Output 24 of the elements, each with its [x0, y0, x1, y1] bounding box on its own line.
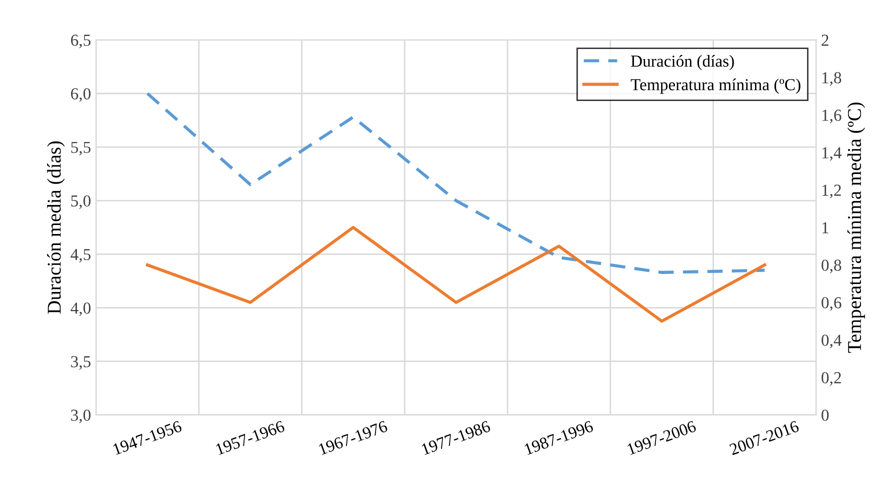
y2-tick-label: 1: [822, 222, 828, 234]
y-tick-label: 6,5: [71, 34, 90, 48]
legend-label: Temperatura mínima (ºC): [630, 78, 800, 94]
y2-tick-label: 0: [822, 410, 829, 421]
y2-tick-label: 0,8: [822, 260, 842, 274]
y2-tick-label: 0,2: [822, 372, 841, 386]
legend-label: Duración (días): [630, 55, 734, 70]
y2-tick-label: 2: [822, 34, 828, 46]
y2-tick-label: 0,6: [822, 297, 842, 311]
y-axis-title: Duración media (días): [47, 141, 65, 314]
y-tick-label: 4,5: [70, 249, 90, 263]
y2-tick-label: 1,6: [822, 110, 842, 124]
line-series: [146, 226, 766, 323]
y-tick-label: 6,0: [71, 88, 91, 102]
y-tick-label: 5,0: [71, 195, 91, 209]
y-tick-label: 4,0: [70, 302, 91, 316]
y2-tick-label: 1,2: [822, 184, 841, 198]
y-tick-label: 3,5: [71, 356, 90, 370]
y2-tick-label: 1,4: [822, 147, 842, 161]
y2-tick-label: 0,4: [822, 334, 842, 348]
y-tick-label: 5,5: [71, 142, 90, 156]
y2-tick-label: 1,8: [822, 72, 842, 86]
y2-axis-title: Temperatura mínima media (ºC): [847, 102, 866, 353]
y-tick-label: 3,0: [71, 410, 91, 424]
